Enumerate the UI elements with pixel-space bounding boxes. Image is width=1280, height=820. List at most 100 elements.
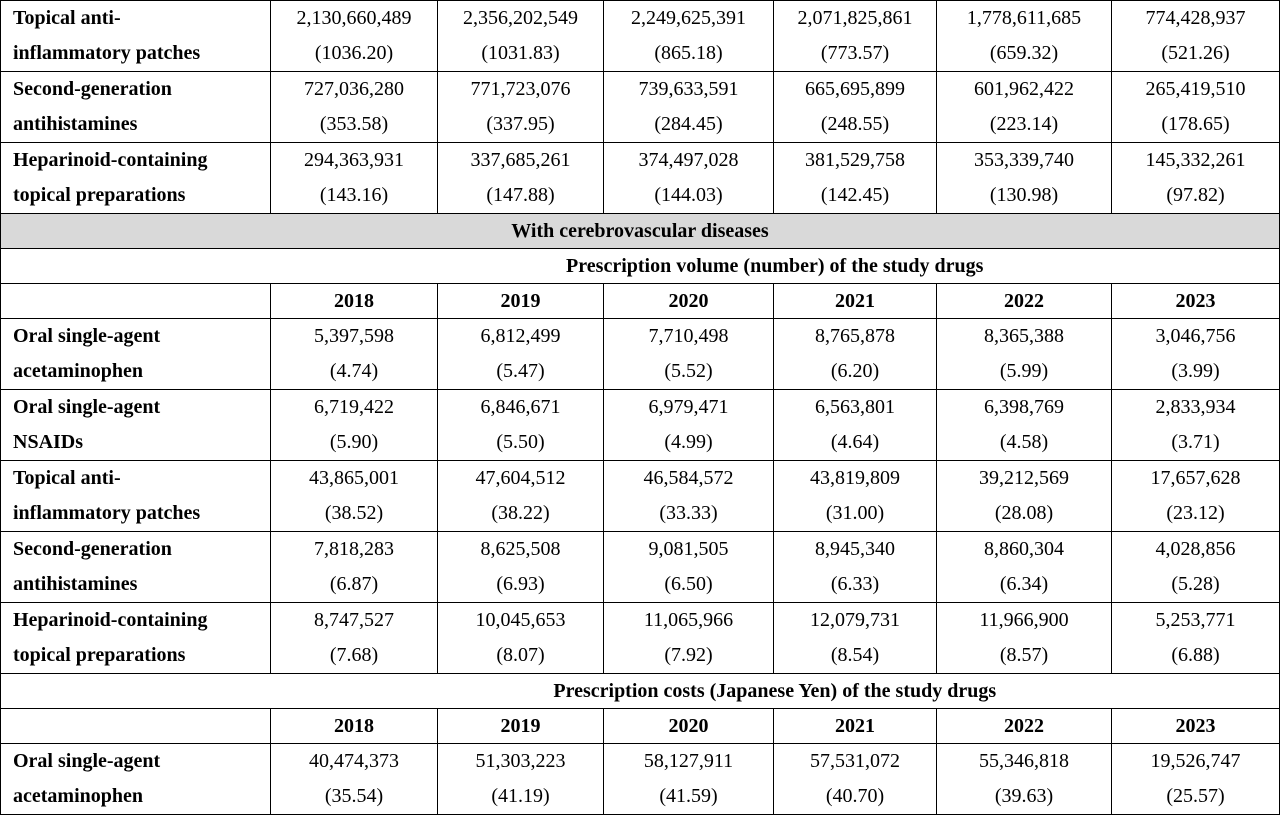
value-cell: 374,497,028 (144.03)	[603, 142, 774, 214]
value-percent: (5.47)	[496, 360, 545, 382]
value-number: 6,846,671	[480, 396, 561, 418]
drug-label-line: Oral single-agent	[13, 396, 161, 418]
value-percent: (31.00)	[825, 502, 885, 524]
value-percent: (5.99)	[999, 360, 1049, 382]
value-number: 47,604,512	[475, 467, 566, 489]
table-row: Oral single-agent acetaminophen 5,397,598 (…	[0, 318, 1280, 390]
drug-label: Second-generation antihistamines	[0, 531, 271, 603]
value-cell: 43,865,001 (38.52)	[270, 460, 438, 532]
value-percent: (142.45)	[820, 184, 890, 206]
value-number: 2,356,202,549	[463, 7, 578, 29]
value-number: 1,778,611,685	[966, 7, 1082, 29]
value-cell: 2,130,660,489 (1036.20)	[270, 0, 438, 72]
year-header: 2020	[603, 708, 774, 744]
table-row: Oral single-agent NSAIDs 6,719,422 (5.90) 6,…	[0, 389, 1280, 461]
value-cell: 771,723,076 (337.95)	[437, 71, 604, 143]
value-number: 11,966,900	[979, 609, 1069, 631]
drug-label: Heparinoid-containing topical preparation…	[0, 602, 271, 674]
value-cell: 57,531,072 (40.70)	[773, 743, 937, 815]
value-number: 8,625,508	[480, 538, 561, 560]
value-cell: 265,419,510 (178.65)	[1111, 71, 1280, 143]
drug-label-line: acetaminophen	[13, 785, 143, 807]
value-cell: 1,778,611,685 (659.32)	[936, 0, 1112, 72]
value-number: 11,065,966	[643, 609, 734, 631]
value-number: 353,339,740	[974, 149, 1074, 171]
value-number: 8,747,527	[314, 609, 394, 631]
value-percent: (4.74)	[329, 360, 379, 382]
year-header: 2021	[773, 283, 937, 319]
value-number: 739,633,591	[638, 78, 739, 100]
value-percent: (7.68)	[329, 644, 379, 666]
table-row: Heparinoid-containing topical preparation…	[0, 142, 1280, 214]
table-row: Heparinoid-containing topical preparation…	[0, 602, 1280, 674]
value-percent: (659.32)	[989, 42, 1059, 64]
drug-label-line: Oral single-agent	[13, 325, 161, 347]
cost-section-title-row: Prescription costs (Japanese Yen) of the…	[0, 673, 1280, 709]
drug-label: Heparinoid-containing topical preparation…	[0, 142, 271, 214]
value-number: 55,346,818	[979, 750, 1069, 772]
value-number: 43,865,001	[309, 467, 399, 489]
value-cell: 145,332,261 (97.82)	[1111, 142, 1280, 214]
empty-cell	[0, 283, 271, 319]
value-cell: 2,249,625,391 (865.18)	[603, 0, 774, 72]
value-cell: 39,212,569 (28.08)	[936, 460, 1112, 532]
empty-cell	[0, 708, 271, 744]
value-cell: 601,962,422 (223.14)	[936, 71, 1112, 143]
value-percent: (97.82)	[1166, 184, 1225, 206]
value-percent: (23.12)	[1166, 502, 1225, 524]
value-cell: 43,819,809 (31.00)	[773, 460, 937, 532]
value-cell: 6,979,471 (4.99)	[603, 389, 774, 461]
drug-label-line: Oral single-agent	[13, 750, 161, 772]
value-number: 2,833,934	[1155, 396, 1236, 418]
table-row: Oral single-agent acetaminophen 40,474,373…	[0, 743, 1280, 815]
value-cell: 5,253,771 (6.88)	[1111, 602, 1280, 674]
value-cell: 46,584,572 (33.33)	[603, 460, 774, 532]
value-cell: 10,045,653 (8.07)	[437, 602, 604, 674]
value-percent: (521.26)	[1161, 42, 1230, 64]
value-cell: 6,846,671 (5.50)	[437, 389, 604, 461]
value-cell: 381,529,758 (142.45)	[773, 142, 937, 214]
empty-cell	[0, 248, 271, 284]
value-percent: (6.33)	[830, 573, 880, 595]
value-number: 265,419,510	[1145, 78, 1246, 100]
value-number: 774,428,937	[1145, 7, 1246, 29]
value-number: 8,765,878	[815, 325, 895, 347]
volume-section-title-row: Prescription volume (number) of the stud…	[0, 248, 1280, 284]
value-percent: (6.88)	[1171, 644, 1220, 666]
value-percent: (41.19)	[491, 785, 550, 807]
value-cell: 11,065,966 (7.92)	[603, 602, 774, 674]
value-number: 10,045,653	[475, 609, 566, 631]
value-percent: (337.95)	[486, 113, 555, 135]
value-cell: 8,625,508 (6.93)	[437, 531, 604, 603]
value-cell: 4,028,856 (5.28)	[1111, 531, 1280, 603]
value-cell: 727,036,280 (353.58)	[270, 71, 438, 143]
table-row: Topical anti-inflammatory patches 2,130,6…	[0, 0, 1280, 72]
value-percent: (5.28)	[1171, 573, 1220, 595]
value-number: 3,046,756	[1155, 325, 1236, 347]
value-number: 2,249,625,391	[631, 7, 746, 29]
value-cell: 8,945,340 (6.33)	[773, 531, 937, 603]
drug-label: Second-generation antihistamines	[0, 71, 271, 143]
year-header: 2018	[270, 708, 438, 744]
drug-label-line: topical preparations	[13, 184, 186, 206]
value-percent: (5.90)	[329, 431, 379, 453]
drug-label-line: antihistamines	[13, 573, 138, 595]
value-percent: (1036.20)	[314, 42, 394, 64]
value-number: 12,079,731	[810, 609, 900, 631]
value-number: 6,719,422	[314, 396, 394, 418]
drug-label: Topical anti-inflammatory patches	[0, 460, 271, 532]
volume-section-title: Prescription volume (number) of the stud…	[270, 248, 1280, 284]
table-row: Topical anti-inflammatory patches 43,865,…	[0, 460, 1280, 532]
value-cell: 8,365,388 (5.99)	[936, 318, 1112, 390]
value-percent: (41.59)	[659, 785, 718, 807]
value-cell: 17,657,628 (23.12)	[1111, 460, 1280, 532]
drug-label: Oral single-agent acetaminophen	[0, 743, 271, 815]
value-percent: (130.98)	[989, 184, 1059, 206]
drug-label-line: Second-generation	[13, 78, 172, 100]
value-cell: 665,695,899 (248.55)	[773, 71, 937, 143]
value-number: 771,723,076	[470, 78, 571, 100]
value-percent: (143.16)	[319, 184, 389, 206]
empty-cell	[0, 673, 271, 709]
year-header: 2022	[936, 708, 1112, 744]
